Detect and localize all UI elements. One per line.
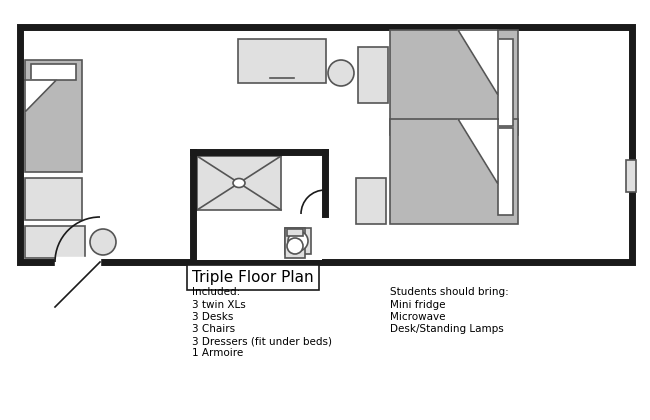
Text: Included:: Included: — [192, 287, 240, 297]
Bar — [31, 64, 76, 80]
Polygon shape — [25, 80, 57, 112]
Polygon shape — [55, 257, 100, 266]
Circle shape — [90, 229, 116, 255]
Bar — [25, 60, 82, 172]
Bar — [25, 226, 85, 258]
Ellipse shape — [233, 178, 245, 187]
Text: 3 twin XLs: 3 twin XLs — [192, 300, 246, 310]
Bar — [498, 39, 513, 126]
Bar — [197, 156, 281, 210]
Text: 1 Armoire: 1 Armoire — [192, 348, 243, 358]
Polygon shape — [458, 119, 498, 184]
Bar — [390, 30, 518, 135]
Text: 3 Desks: 3 Desks — [192, 312, 233, 322]
Text: Students should bring:: Students should bring: — [390, 287, 509, 297]
Bar — [25, 178, 82, 220]
Text: Triple Floor Plan: Triple Floor Plan — [192, 270, 313, 285]
Ellipse shape — [288, 231, 308, 251]
Text: Desk/Standing Lamps: Desk/Standing Lamps — [390, 324, 504, 334]
Text: Microwave: Microwave — [390, 312, 445, 322]
Bar — [498, 128, 513, 215]
Bar — [356, 178, 386, 224]
Bar — [285, 228, 305, 258]
Ellipse shape — [287, 238, 303, 254]
Text: 3 Dressers (fit under beds): 3 Dressers (fit under beds) — [192, 336, 332, 346]
Text: 3 Chairs: 3 Chairs — [192, 324, 235, 334]
Bar — [196, 155, 322, 260]
Bar — [20, 27, 632, 262]
Bar — [287, 229, 303, 236]
Circle shape — [328, 60, 354, 86]
Bar — [390, 119, 518, 224]
Bar — [358, 47, 388, 103]
Polygon shape — [458, 30, 498, 95]
Bar — [626, 160, 636, 192]
Bar — [238, 39, 326, 83]
Bar — [285, 228, 311, 254]
Text: Mini fridge: Mini fridge — [390, 300, 445, 310]
